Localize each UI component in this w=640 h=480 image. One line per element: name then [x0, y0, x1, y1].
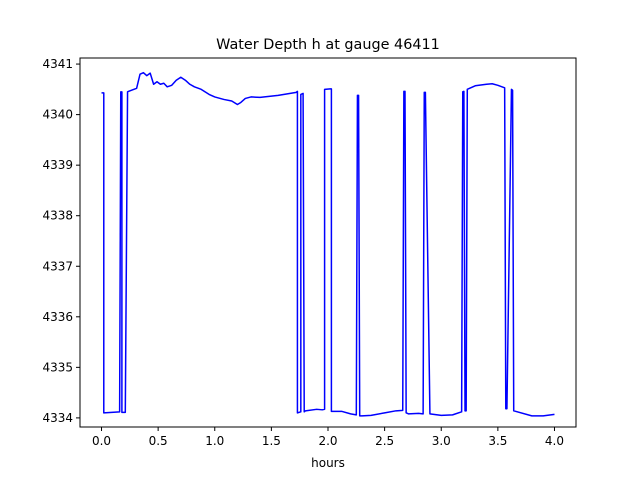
- series-line-0: [101, 71, 555, 417]
- x-tick-label: 3.0: [432, 434, 451, 448]
- series-layer: [101, 71, 555, 417]
- y-tick-label: 4336: [42, 310, 73, 324]
- y-tick-label: 4339: [42, 158, 73, 172]
- y-tick-label: 4338: [42, 209, 73, 223]
- y-tick-label: 4334: [42, 411, 73, 425]
- y-tick-label: 4340: [42, 108, 73, 122]
- y-axis: 4334 4335 4336 4337 4338 4339 4340 4341: [42, 57, 80, 425]
- x-tick-label: 2.0: [318, 434, 337, 448]
- y-tick-label: 4335: [42, 360, 73, 374]
- x-tick-label: 1.0: [205, 434, 224, 448]
- x-axis: 0.0 0.5 1.0 1.5 2.0 2.5 3.0 3.5 4.0: [92, 427, 564, 448]
- x-tick-label: 0.0: [92, 434, 111, 448]
- y-tick-label: 4341: [42, 57, 73, 71]
- x-tick-label: 3.5: [488, 434, 507, 448]
- chart-title: Water Depth h at gauge 46411: [216, 37, 440, 53]
- x-axis-label: hours: [311, 456, 345, 470]
- x-tick-label: 1.5: [262, 434, 281, 448]
- x-tick-label: 2.5: [375, 434, 394, 448]
- x-tick-label: 4.0: [545, 434, 564, 448]
- y-tick-label: 4337: [42, 259, 73, 273]
- x-tick-label: 0.5: [149, 434, 168, 448]
